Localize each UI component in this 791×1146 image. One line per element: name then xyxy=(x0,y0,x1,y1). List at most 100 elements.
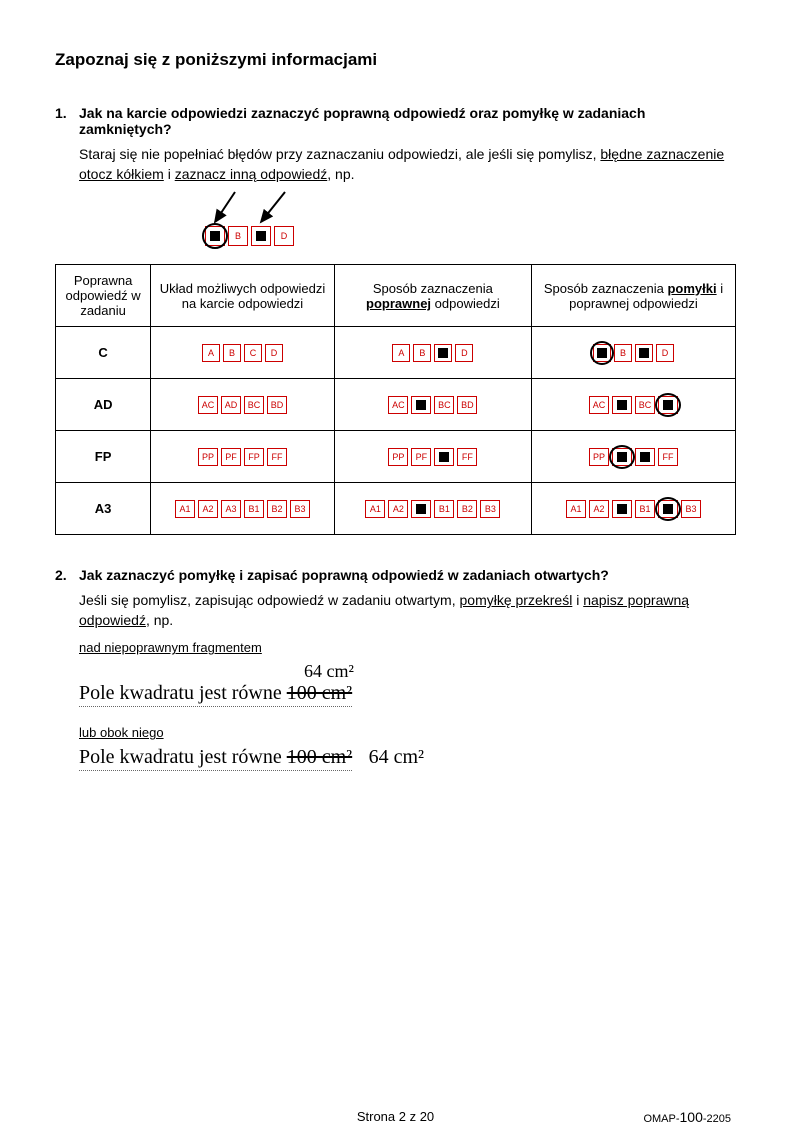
option-box xyxy=(658,396,678,414)
option-box: BD xyxy=(267,396,287,414)
q1-heading: Jak na karcie odpowiedzi zaznaczyć popra… xyxy=(79,105,736,137)
option-box: BD xyxy=(457,396,477,414)
option-box: FF xyxy=(267,448,287,466)
q1-body-u2: zaznacz inną odpowiedź xyxy=(175,166,328,182)
table-row: ADACADBCBDACBCBDACBC xyxy=(56,379,736,431)
hw-beside-label: lub obok niego xyxy=(79,725,736,740)
option-box xyxy=(411,500,431,518)
option-box: PP xyxy=(589,448,609,466)
option-box: D xyxy=(265,344,283,362)
correct-cell: ACBCBD xyxy=(334,379,531,431)
th3-post: odpowiedzi xyxy=(431,296,500,311)
footer-code-big: 100 xyxy=(680,1109,703,1125)
demo-figure: BD xyxy=(205,190,425,250)
filled-square-icon xyxy=(416,400,426,410)
option-box xyxy=(612,396,632,414)
filled-square-icon xyxy=(639,348,649,358)
option-box: A2 xyxy=(198,500,218,518)
filled-square-icon xyxy=(663,504,673,514)
th-3: Sposób zaznaczenia poprawnej odpowiedzi xyxy=(334,265,531,327)
hw-line-1: Pole kwadratu jest równe 100 cm² xyxy=(79,682,352,707)
answer-label: A3 xyxy=(56,483,151,535)
option-box: B3 xyxy=(290,500,310,518)
option-box: PF xyxy=(411,448,431,466)
th3-b: poprawnej xyxy=(366,296,431,311)
question-1: 1. Jak na karcie odpowiedzi zaznaczyć po… xyxy=(55,105,736,535)
filled-square-icon xyxy=(256,231,266,241)
mistake-cell: ACBC xyxy=(531,379,735,431)
q1-body-pre: Staraj się nie popełniać błędów przy zaz… xyxy=(79,146,600,162)
option-box xyxy=(434,448,454,466)
footer-code-pre: OMAP- xyxy=(643,1113,679,1125)
footer-code-post: -2205 xyxy=(703,1113,731,1125)
filled-square-icon xyxy=(617,504,627,514)
answer-label: AD xyxy=(56,379,151,431)
option-box xyxy=(635,344,653,362)
filled-square-icon xyxy=(439,452,449,462)
filled-square-icon xyxy=(617,400,627,410)
option-box: FP xyxy=(244,448,264,466)
option-box: A2 xyxy=(589,500,609,518)
q1-body: Staraj się nie popełniać błędów przy zaz… xyxy=(79,145,736,184)
option-box: A1 xyxy=(566,500,586,518)
filled-square-icon xyxy=(210,231,220,241)
hw-line-2: Pole kwadratu jest równe 100 cm² xyxy=(79,746,352,771)
q2-heading: Jak zaznaczyć pomyłkę i zapisać poprawną… xyxy=(79,567,736,583)
option-box: B1 xyxy=(244,500,264,518)
mistake-cell: PPFF xyxy=(531,431,735,483)
hw-correction-above: 64 cm² xyxy=(304,661,736,682)
option-box: A xyxy=(202,344,220,362)
filled-square-icon xyxy=(663,400,673,410)
option-box: C xyxy=(244,344,262,362)
th4-pre: Sposób zaznaczenia xyxy=(544,281,668,296)
filled-square-icon xyxy=(416,504,426,514)
hw-line2-pre: Pole kwadratu jest równe xyxy=(79,746,287,768)
option-box xyxy=(635,448,655,466)
layout-cell: PPPFFPFF xyxy=(151,431,335,483)
correct-cell: PPPFFF xyxy=(334,431,531,483)
hw-line1-strike: 100 cm² xyxy=(287,682,352,704)
option-box: B2 xyxy=(267,500,287,518)
layout-cell: ACADBCBD xyxy=(151,379,335,431)
th3-pre: Sposób zaznaczenia xyxy=(373,281,493,296)
layout-cell: A1A2A3B1B2B3 xyxy=(151,483,335,535)
option-box xyxy=(658,500,678,518)
answer-label: C xyxy=(56,327,151,379)
table-row: FPPPPFFPFFPPPFFFPPFF xyxy=(56,431,736,483)
option-box: AC xyxy=(388,396,408,414)
question-2: 2. Jak zaznaczyć pomyłkę i zapisać popra… xyxy=(55,567,736,771)
filled-square-icon xyxy=(438,348,448,358)
handwriting-above-block: nad niepoprawnym fragmentem 64 cm² Pole … xyxy=(79,640,736,707)
th-4: Sposób zaznaczenia pomyłki i poprawnej o… xyxy=(531,265,735,327)
th-1: Poprawna odpowiedź w zadaniu xyxy=(56,265,151,327)
mistake-cell: BD xyxy=(531,327,735,379)
q2-body-u1: pomyłkę przekreśl xyxy=(460,592,573,608)
q2-number: 2. xyxy=(55,567,79,583)
demo-options-row: BD xyxy=(205,226,294,246)
option-box: D xyxy=(274,226,294,246)
q1-body-mid: i xyxy=(164,166,175,182)
option-box xyxy=(251,226,271,246)
option-box: B xyxy=(614,344,632,362)
hw-line1-pre: Pole kwadratu jest równe xyxy=(79,682,287,704)
filled-square-icon xyxy=(640,452,650,462)
option-box: B3 xyxy=(480,500,500,518)
option-box: B1 xyxy=(635,500,655,518)
option-box xyxy=(612,500,632,518)
option-box: FF xyxy=(457,448,477,466)
correct-cell: ABD xyxy=(334,327,531,379)
option-box: AD xyxy=(221,396,241,414)
layout-cell: ABCD xyxy=(151,327,335,379)
option-box: B xyxy=(228,226,248,246)
option-box xyxy=(593,344,611,362)
option-box: B xyxy=(223,344,241,362)
option-box: PP xyxy=(198,448,218,466)
table-row: CABCDABDBD xyxy=(56,327,736,379)
option-box: AC xyxy=(589,396,609,414)
option-box: BC xyxy=(244,396,264,414)
table-body: CABCDABDBDADACADBCBDACBCBDACBCFPPPPFFPFF… xyxy=(56,327,736,535)
footer-code: OMAP-100-2205 xyxy=(643,1109,731,1125)
option-box: D xyxy=(455,344,473,362)
option-box: B3 xyxy=(681,500,701,518)
filled-square-icon xyxy=(597,348,607,358)
